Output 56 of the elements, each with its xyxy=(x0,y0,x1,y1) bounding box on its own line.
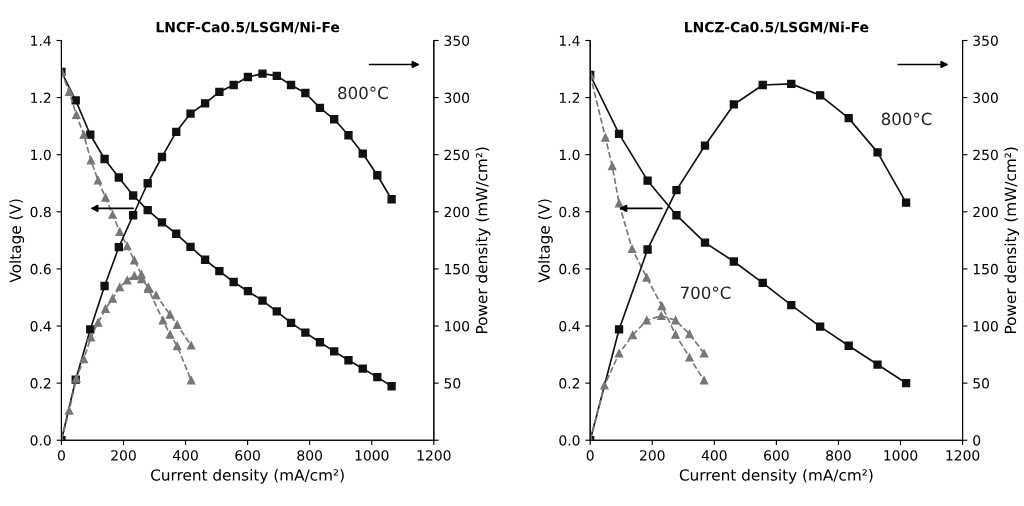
y-axis-title: Voltage (V) xyxy=(9,199,25,283)
annotation: 800°C xyxy=(338,86,388,100)
y2-tick-label: 150 xyxy=(973,263,998,275)
chart-title: LNCZ-Ca0.5/LSGM/Ni-Fe xyxy=(685,21,869,34)
y2-tick-label: 350 xyxy=(444,35,470,46)
annotation: 700°C xyxy=(680,286,731,300)
x-tick-label: 400 xyxy=(172,450,198,461)
y-axis-title: Voltage (V) xyxy=(538,199,553,283)
y2-tick-label: 250 xyxy=(444,149,470,161)
x-tick-label: 200 xyxy=(111,450,136,461)
y2-axis-title: Power density (mW/cm²) xyxy=(475,147,491,334)
x-axis-title: Current density (mA/cm²) xyxy=(151,468,344,484)
x-tick-label: 600 xyxy=(235,450,260,461)
x-tick-label: 400 xyxy=(701,450,727,461)
y2-tick-label: 150 xyxy=(445,263,470,275)
y-tick-label: 0.8 xyxy=(559,206,580,218)
y-tick-label: 0.6 xyxy=(30,263,51,275)
x-tick-label: 1200 xyxy=(417,450,451,461)
y-tick-label: 1.4 xyxy=(31,35,51,46)
y2-tick-label: 200 xyxy=(973,206,998,218)
y2-tick-label: 250 xyxy=(973,149,998,161)
x-tick-label: 800 xyxy=(826,450,851,461)
y2-tick-label: 0 xyxy=(973,435,981,446)
y-tick-label: 0.2 xyxy=(30,378,51,389)
y2-tick-label: 300 xyxy=(973,92,998,104)
y2-tick-label: 100 xyxy=(973,320,998,332)
y2-tick-label: 50 xyxy=(973,378,990,389)
y-tick-label: 0.0 xyxy=(559,435,580,446)
y-tick-label: 1.4 xyxy=(559,35,580,46)
y-tick-label: 1.2 xyxy=(559,92,580,103)
x-tick-label: 0 xyxy=(586,450,594,461)
x-tick-label: 200 xyxy=(640,450,665,461)
y-tick-label: 0.0 xyxy=(30,435,51,446)
y-tick-label: 0.2 xyxy=(559,378,580,389)
x-tick-label: 800 xyxy=(297,450,323,461)
annotation: 800°C xyxy=(881,112,932,126)
y-tick-label: 0.8 xyxy=(30,206,51,218)
x-tick-label: 1200 xyxy=(946,450,980,461)
y2-tick-label: 300 xyxy=(444,92,470,104)
y-tick-label: 0.6 xyxy=(559,263,580,275)
y2-tick-label: 350 xyxy=(973,35,998,46)
y-tick-label: 1.2 xyxy=(31,92,51,103)
y-tick-label: 1.0 xyxy=(31,149,51,161)
x-tick-label: 600 xyxy=(764,450,789,461)
y2-tick-label: 200 xyxy=(444,206,470,218)
y2-tick-label: 50 xyxy=(444,378,461,389)
y-tick-label: 1.0 xyxy=(559,149,580,161)
y-tick-label: 0.4 xyxy=(559,320,580,332)
x-tick-label: 1000 xyxy=(355,450,389,461)
y-tick-label: 0.4 xyxy=(30,320,51,332)
x-axis-title: Current density (mA/cm²) xyxy=(679,468,873,484)
x-tick-label: 1000 xyxy=(884,450,918,461)
y2-axis-title: Power density (mW/cm²) xyxy=(1004,147,1020,334)
chart-title: LNCF-Ca0.5/LSGM/Ni-Fe xyxy=(156,21,340,34)
x-tick-label: 0 xyxy=(57,450,65,461)
y2-tick-label: 100 xyxy=(445,320,470,332)
